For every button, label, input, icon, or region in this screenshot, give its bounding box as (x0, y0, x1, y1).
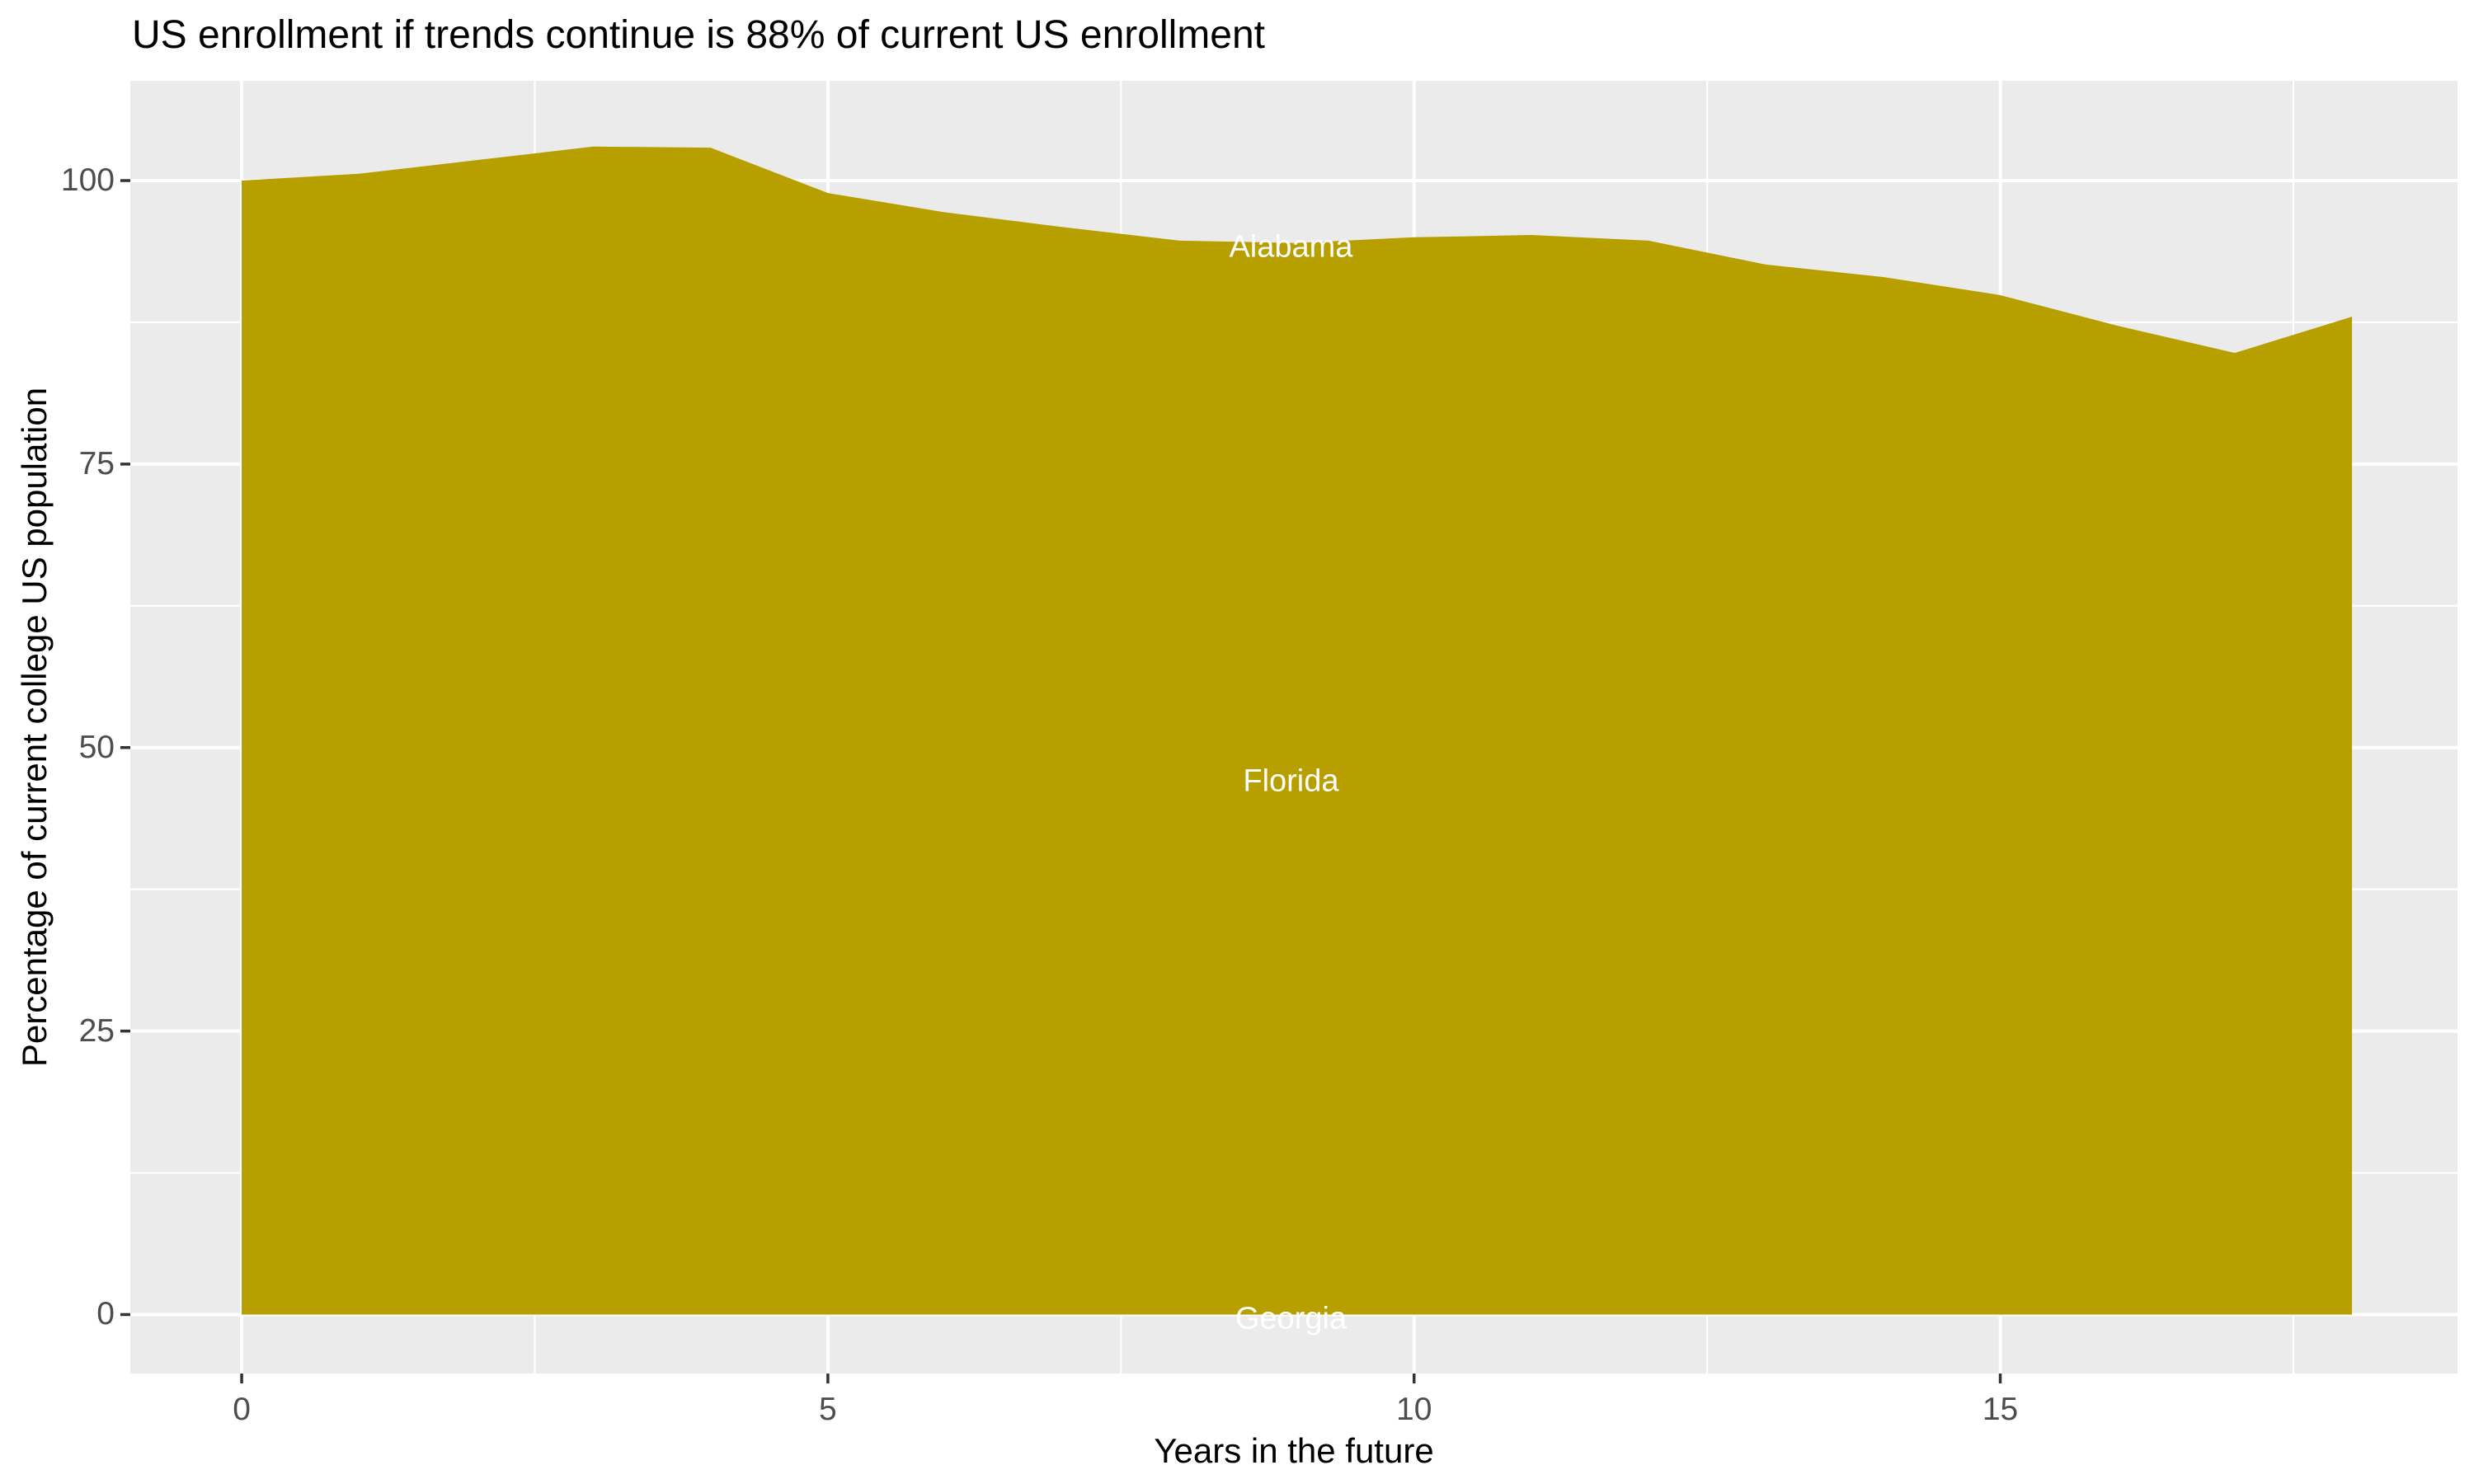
x-axis-title: Years in the future (1154, 1431, 1434, 1470)
area-label-alabama: Alabama (1229, 229, 1353, 265)
x-tick-label: 15 (1982, 1392, 2019, 1427)
area-label-georgia: Georgia (1235, 1301, 1348, 1336)
y-tick-label: 100 (60, 162, 115, 199)
x-tick-label: 10 (1396, 1392, 1432, 1427)
y-tick-label: 0 (96, 1296, 115, 1332)
page-title: US enrollment if trends continue is 88% … (132, 13, 1265, 57)
y-tick-label: 50 (78, 729, 115, 765)
y-tick-label: 25 (78, 1012, 115, 1049)
y-axis-title: Percentage of current college US populat… (15, 387, 54, 1068)
x-tick-label: 5 (819, 1392, 837, 1427)
x-tick-label: 0 (233, 1392, 251, 1427)
y-tick-label: 75 (78, 445, 115, 481)
area-label-florida: Florida (1243, 763, 1339, 799)
